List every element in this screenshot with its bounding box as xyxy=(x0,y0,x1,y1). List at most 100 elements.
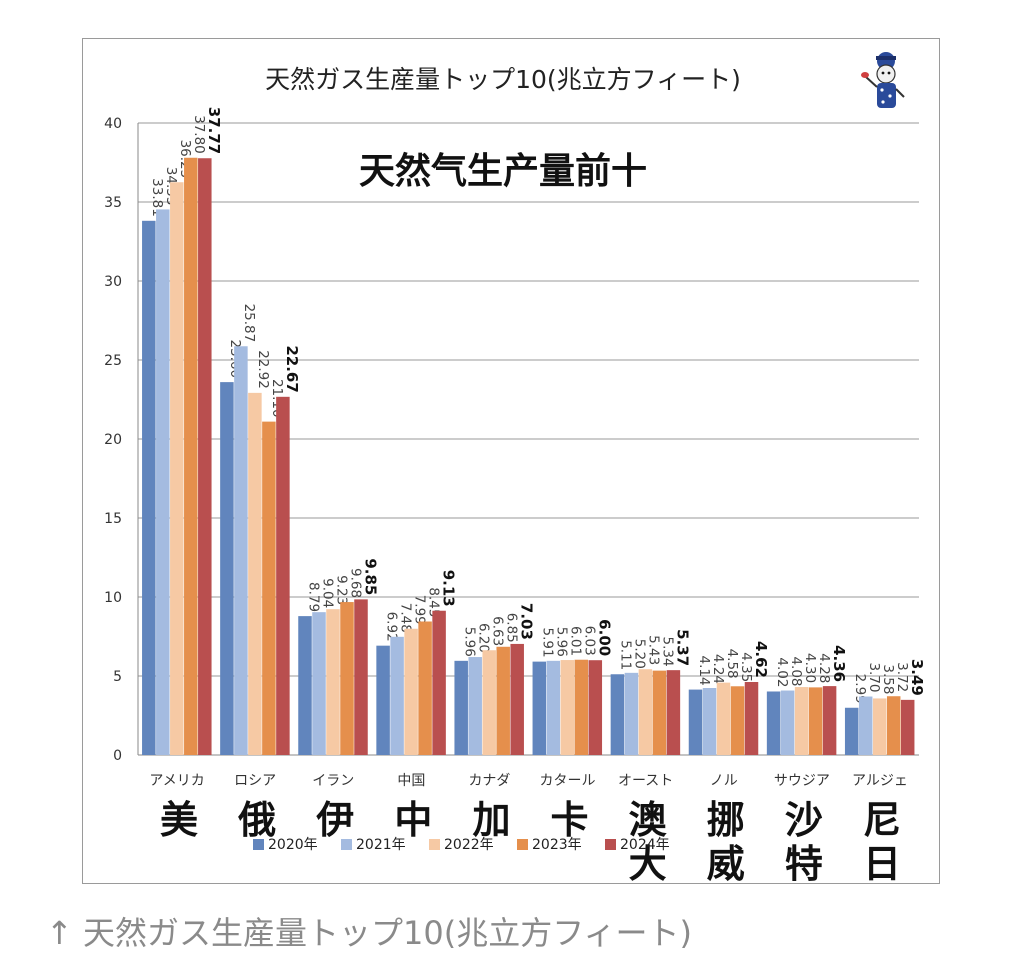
legend-swatch xyxy=(341,839,352,850)
x-tick-label: カナダ xyxy=(468,773,510,789)
data-label: 8.45 xyxy=(425,587,441,617)
data-label: 5.96 xyxy=(554,627,570,657)
bar xyxy=(220,382,234,755)
data-label: 22.67 xyxy=(283,345,301,392)
data-label: 9.68 xyxy=(347,568,363,598)
bar xyxy=(638,669,653,755)
bar xyxy=(170,182,184,755)
x-tick-label: アルジェ xyxy=(852,773,908,789)
bar xyxy=(262,421,276,755)
x-tick-label: サウジア xyxy=(774,773,830,789)
bar xyxy=(702,688,717,755)
legend-swatch xyxy=(605,839,616,850)
bar xyxy=(688,689,703,755)
bar xyxy=(468,657,482,755)
bar xyxy=(574,659,589,755)
data-label: 6.85 xyxy=(503,613,519,643)
x-tick-label: イラン xyxy=(312,773,354,789)
data-label: 37.77 xyxy=(205,107,223,154)
data-label: 9.23 xyxy=(333,575,349,605)
legend-label: 2024年 xyxy=(620,837,670,853)
x-tick-label: オースト xyxy=(618,773,673,789)
bar xyxy=(766,691,781,755)
y-tick-label: 15 xyxy=(104,511,122,527)
data-label: 5.37 xyxy=(674,629,692,666)
data-label: 3.72 xyxy=(894,662,910,692)
legend-swatch xyxy=(429,839,440,850)
data-label: 6.92 xyxy=(383,612,399,642)
data-label: 6.20 xyxy=(475,623,491,653)
data-label: 5.43 xyxy=(646,635,662,665)
legend-label: 2022年 xyxy=(444,837,494,853)
bar xyxy=(900,699,915,755)
bar xyxy=(276,396,290,755)
bar xyxy=(198,158,212,755)
bar xyxy=(858,696,873,755)
bar xyxy=(418,621,432,755)
bar xyxy=(248,392,262,755)
bar xyxy=(354,599,368,755)
figure-caption: ↑ 天然ガス生産量トップ10(兆立方フィート) xyxy=(46,914,693,952)
data-label: 2.99 xyxy=(852,674,868,704)
data-label: 4.62 xyxy=(752,641,770,678)
data-label: 4.28 xyxy=(816,653,832,683)
chinese-label: 伊 xyxy=(315,798,354,842)
chinese-label: 威 xyxy=(707,842,745,885)
data-label: 9.04 xyxy=(319,578,335,608)
bar xyxy=(624,672,639,755)
x-tick-label: カタール xyxy=(540,773,596,789)
data-label: 22.92 xyxy=(255,350,271,389)
data-label: 5.91 xyxy=(540,628,556,658)
bar xyxy=(532,661,547,755)
legend-label: 2020年 xyxy=(268,837,318,853)
bar xyxy=(808,687,823,755)
data-label: 3.58 xyxy=(880,664,896,694)
chart-frame: 天然ガス生産量トップ10(兆立方フィート) 天然气生产量前十 0 5 10 15 20 2… xyxy=(82,38,940,885)
data-label: 4.08 xyxy=(788,656,804,686)
data-label: 7.99 xyxy=(411,595,427,625)
data-label: 8.79 xyxy=(305,582,321,612)
bar xyxy=(340,602,354,755)
bar xyxy=(184,157,198,755)
x-tick-label: ノル xyxy=(710,773,738,789)
data-label: 5.20 xyxy=(632,639,648,669)
y-tick-label: 30 xyxy=(104,274,122,290)
y-tick-label: 20 xyxy=(104,432,122,448)
chinese-label: 挪 xyxy=(707,798,745,842)
y-tick-label: 5 xyxy=(113,669,122,685)
bar xyxy=(844,707,859,755)
bar xyxy=(432,610,446,755)
data-label: 33.81 xyxy=(149,178,165,217)
bar xyxy=(730,686,745,755)
bar xyxy=(744,682,759,755)
overlay-title: 天然气生产量前十 xyxy=(359,150,647,192)
bar xyxy=(610,674,625,755)
data-label: 5.96 xyxy=(461,627,477,657)
data-label: 6.01 xyxy=(568,626,584,656)
bar xyxy=(496,646,510,755)
data-label: 6.00 xyxy=(596,619,614,656)
x-tick-label: ロシア xyxy=(234,773,276,789)
chinese-label: 美 xyxy=(160,798,198,842)
data-label: 3.49 xyxy=(908,659,926,696)
legend-swatch xyxy=(517,839,528,850)
bar xyxy=(794,687,809,755)
y-tick-label: 35 xyxy=(104,195,122,211)
chinese-label: 卡 xyxy=(551,798,589,842)
legend-label: 2021年 xyxy=(356,837,406,853)
bar xyxy=(312,612,326,755)
chinese-label: 加 xyxy=(472,798,510,842)
data-label: 4.02 xyxy=(774,657,790,687)
chinese-label: 日 xyxy=(863,842,901,885)
bar xyxy=(156,209,170,755)
bar xyxy=(454,660,468,755)
y-tick-label: 10 xyxy=(104,590,122,606)
chinese-label: 澳 xyxy=(629,798,668,842)
chinese-label: 大 xyxy=(629,842,667,885)
y-tick-label: 40 xyxy=(104,116,122,132)
chinese-label: 尼 xyxy=(863,798,901,842)
data-label: 7.48 xyxy=(397,603,413,633)
bar xyxy=(546,660,561,755)
bar-chart: 天然ガス生産量トップ10(兆立方フィート) 天然气生产量前十 051015202… xyxy=(104,52,926,885)
x-tick-label: アメリカ xyxy=(149,773,204,789)
